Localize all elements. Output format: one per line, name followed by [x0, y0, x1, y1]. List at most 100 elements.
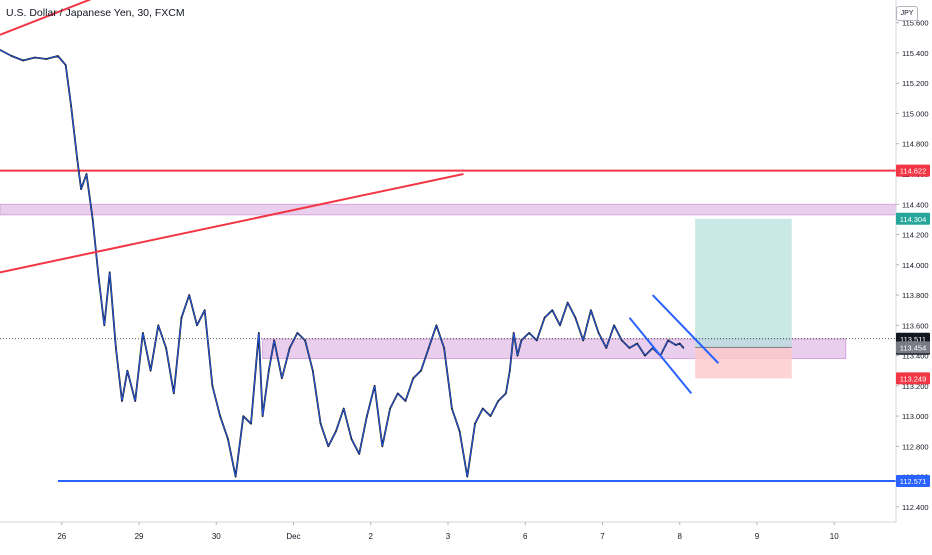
x-tick-label: 2: [369, 532, 374, 541]
x-tick-label: 3: [446, 532, 451, 541]
y-tick-label: 114.000: [902, 261, 929, 270]
y-tick-label: 115.000: [902, 109, 929, 118]
price-point: [505, 392, 507, 394]
price-badge-label: 112.571: [900, 477, 927, 486]
price-point: [420, 370, 422, 372]
price-point: [103, 324, 105, 326]
price-point: [435, 324, 438, 326]
y-tick-label: 115.400: [902, 49, 929, 58]
price-point: [682, 347, 685, 349]
badges-layer: 114.622114.304113.51124:20113.454113.249…: [896, 164, 930, 487]
price-point: [636, 342, 638, 345]
price-badge-label: 113.511: [900, 335, 926, 344]
price-point: [65, 64, 67, 66]
price-point: [289, 347, 291, 349]
price-point: [528, 332, 530, 334]
price-point: [358, 453, 360, 455]
price-badge: [896, 372, 930, 385]
price-point: [281, 377, 283, 379]
price-point: [335, 430, 337, 432]
axes-layer: 112.400112.600112.800113.000113.200113.4…: [0, 0, 929, 541]
price-badge-label: 113.249: [900, 374, 927, 383]
price-point: [0, 49, 1, 51]
price-series-overlay: [0, 49, 684, 477]
price-point: [57, 55, 59, 57]
currency-badge[interactable]: JPY: [896, 6, 918, 21]
price-series-line: [0, 49, 685, 478]
x-tick-label: 10: [830, 532, 839, 541]
price-point: [242, 415, 244, 417]
y-tick-label: 113.400: [902, 352, 929, 361]
price-point: [489, 415, 492, 417]
price-point: [234, 476, 237, 478]
price-point: [126, 370, 129, 372]
price-point: [204, 309, 206, 311]
price-point: [412, 377, 414, 379]
price-point: [312, 370, 314, 372]
trend-line-1: [0, 173, 464, 274]
price-point: [296, 332, 298, 334]
price-point: [509, 370, 511, 372]
price-point: [404, 400, 407, 402]
x-tick-label: 6: [523, 532, 528, 541]
price-point: [134, 400, 136, 402]
y-tick-label: 112.800: [902, 442, 929, 451]
symbol-title: U.S. Dollar / Japanese Yen, 30, FXCM: [6, 7, 185, 19]
price-point: [516, 354, 519, 357]
price-point: [598, 332, 600, 334]
price-point: [536, 339, 538, 342]
series-layer: [0, 49, 685, 478]
price-point: [10, 55, 13, 57]
y-tick-label: 115.600: [902, 19, 929, 28]
price-badge: [896, 212, 930, 225]
price-point: [70, 105, 72, 107]
drawings-layer: [0, 0, 720, 395]
price-point: [466, 476, 468, 478]
price-point: [397, 392, 399, 394]
x-tick-label: 29: [135, 532, 144, 541]
price-point: [142, 332, 144, 334]
x-tick-label: 9: [755, 532, 760, 541]
y-tick-label: 113.200: [902, 382, 929, 391]
price-point: [374, 385, 376, 387]
price-point: [679, 342, 681, 345]
y-tick-label: 113.600: [902, 321, 929, 330]
y-tick-label: 115.200: [902, 79, 929, 88]
price-point: [458, 430, 461, 432]
price-point: [319, 423, 322, 425]
price-point: [551, 309, 553, 311]
price-point: [613, 324, 615, 326]
price-point: [513, 332, 515, 334]
price-point: [675, 344, 677, 346]
y-tick-label: 112.400: [902, 503, 929, 512]
trend-line-3: [628, 317, 693, 395]
price-point: [268, 370, 270, 372]
price-point: [173, 392, 175, 394]
price-point: [227, 438, 229, 440]
price-badge: [896, 474, 930, 487]
x-tick-label: Dec: [286, 532, 300, 541]
target-zone: [695, 218, 792, 348]
price-point: [211, 385, 214, 387]
price-point: [327, 445, 329, 447]
price-point: [45, 58, 47, 60]
price-point: [304, 339, 306, 342]
price-point: [381, 445, 383, 447]
price-point: [92, 218, 94, 220]
price-point: [667, 339, 669, 342]
price-point: [80, 188, 82, 190]
price-point: [196, 324, 198, 326]
y-tick-label: 114.800: [902, 140, 929, 149]
x-tick-label: 8: [677, 532, 682, 541]
x-tick-label: 30: [212, 532, 221, 541]
price-point: [582, 339, 584, 342]
price-point: [543, 317, 546, 319]
price-point: [520, 339, 522, 342]
price-point: [628, 347, 631, 349]
y-tick-label: 113.000: [902, 412, 929, 421]
price-point: [22, 59, 24, 62]
y-tick-label: 113.800: [902, 291, 929, 300]
price-point: [621, 339, 623, 342]
